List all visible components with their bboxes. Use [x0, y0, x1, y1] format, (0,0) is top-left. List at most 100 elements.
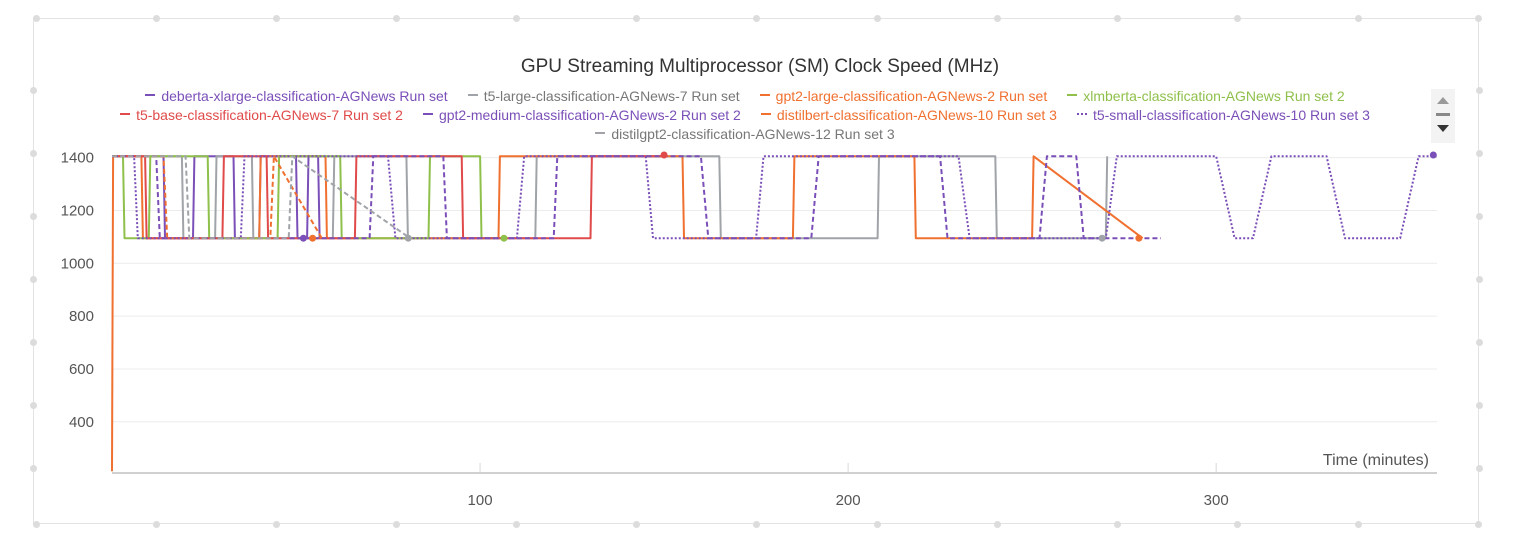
- scroll-up-icon[interactable]: [1437, 97, 1449, 104]
- resize-handle[interactable]: [153, 15, 160, 22]
- resize-handle[interactable]: [753, 15, 760, 22]
- legend-label: distilbert-classification-AGNews-10 Run …: [776, 107, 1057, 123]
- resize-handle[interactable]: [273, 521, 280, 528]
- resize-handle[interactable]: [30, 339, 37, 346]
- legend-item[interactable]: distilgpt2-classification-AGNews-12 Run …: [595, 126, 895, 142]
- grid-lines: [112, 157, 1437, 472]
- resize-handle[interactable]: [393, 15, 400, 22]
- legend-swatch: [595, 132, 606, 135]
- legend-swatch: [467, 94, 478, 97]
- legend-swatch: [120, 113, 131, 116]
- resize-handle[interactable]: [513, 521, 520, 528]
- chart-panel: [33, 18, 1479, 524]
- resize-handle[interactable]: [273, 15, 280, 22]
- resize-handle[interactable]: [994, 521, 1001, 528]
- series-end-marker[interactable]: [1098, 234, 1106, 242]
- legend-swatch: [1067, 94, 1078, 97]
- resize-handle[interactable]: [30, 465, 37, 472]
- resize-handle[interactable]: [33, 15, 40, 22]
- y-tick-label: 1000: [61, 255, 94, 272]
- legend-item[interactable]: xlmberta-classification-AGNews Run set 2: [1067, 88, 1345, 104]
- series-line[interactable]: [112, 155, 1437, 240]
- legend-label: t5-base-classification-AGNews-7 Run set …: [136, 107, 403, 123]
- legend-item[interactable]: gpt2-large-classification-AGNews-2 Run s…: [759, 88, 1048, 104]
- resize-handle[interactable]: [1476, 213, 1483, 220]
- resize-handle[interactable]: [30, 402, 37, 409]
- legend-row: deberta-xlarge-classification-AGNews Run…: [60, 88, 1430, 104]
- legend-row: distilgpt2-classification-AGNews-12 Run …: [60, 126, 1430, 142]
- resize-handle[interactable]: [994, 15, 1001, 22]
- resize-handle[interactable]: [30, 87, 37, 94]
- series-markers: [299, 151, 1437, 242]
- resize-handle[interactable]: [1476, 465, 1483, 472]
- resize-handle[interactable]: [1234, 15, 1241, 22]
- resize-handle[interactable]: [1475, 15, 1482, 22]
- x-tick-label: 300: [1204, 492, 1229, 509]
- scroll-down-icon[interactable]: [1437, 125, 1449, 132]
- resize-handle[interactable]: [1234, 521, 1241, 528]
- legend-item[interactable]: deberta-xlarge-classification-AGNews Run…: [145, 88, 448, 104]
- resize-handle[interactable]: [513, 15, 520, 22]
- series-end-marker[interactable]: [1429, 151, 1437, 159]
- x-tick-label: 100: [468, 492, 493, 509]
- resize-handle[interactable]: [753, 521, 760, 528]
- resize-handle[interactable]: [633, 15, 640, 22]
- resize-handle[interactable]: [30, 150, 37, 157]
- x-tick-label: 200: [836, 492, 861, 509]
- legend-item[interactable]: t5-large-classification-AGNews-7 Run set: [467, 88, 740, 104]
- resize-handle[interactable]: [30, 213, 37, 220]
- chart-title: GPU Streaming Multiprocessor (SM) Clock …: [520, 56, 1000, 77]
- resize-handle[interactable]: [30, 276, 37, 283]
- resize-handle[interactable]: [874, 15, 881, 22]
- legend-label: xlmberta-classification-AGNews Run set 2: [1083, 88, 1345, 104]
- resize-handle[interactable]: [393, 521, 400, 528]
- resize-handle[interactable]: [1355, 521, 1362, 528]
- legend-item[interactable]: t5-base-classification-AGNews-7 Run set …: [120, 107, 403, 123]
- resize-handle[interactable]: [1114, 15, 1121, 22]
- axes: 400 600 800 1000 1200 1400 100 200 300: [61, 150, 1437, 509]
- series-lines: [111, 155, 1437, 472]
- scroll-thumb[interactable]: [1436, 113, 1450, 116]
- resize-handle[interactable]: [1475, 521, 1482, 528]
- series-end-marker[interactable]: [660, 151, 668, 159]
- y-tick-label: 1200: [61, 202, 94, 219]
- legend-label: deberta-xlarge-classification-AGNews Run…: [161, 88, 448, 104]
- legend-swatch: [145, 94, 156, 97]
- resize-handle[interactable]: [1476, 150, 1483, 157]
- legend-scrollbar[interactable]: [1431, 89, 1455, 143]
- series-line[interactable]: [112, 155, 411, 240]
- series-line[interactable]: [111, 155, 1144, 472]
- x-axis-title: Time (minutes): [1323, 452, 1429, 469]
- legend-item[interactable]: t5-small-classification-AGNews-10 Run se…: [1076, 107, 1370, 123]
- legend-label: gpt2-large-classification-AGNews-2 Run s…: [775, 88, 1048, 104]
- legend-swatch: [1076, 113, 1087, 116]
- y-tick-label: 400: [69, 414, 94, 431]
- legend-item[interactable]: distilbert-classification-AGNews-10 Run …: [760, 107, 1057, 123]
- series-end-marker[interactable]: [1135, 234, 1143, 242]
- series-end-marker[interactable]: [404, 234, 412, 242]
- resize-handle[interactable]: [874, 521, 881, 528]
- resize-handle[interactable]: [1476, 276, 1483, 283]
- legend-swatch: [422, 113, 433, 116]
- series-line[interactable]: [112, 155, 1161, 240]
- y-tick-label: 800: [69, 308, 94, 325]
- legend-label: gpt2-medium-classification-AGNews-2 Run …: [438, 107, 741, 123]
- resize-handle[interactable]: [33, 521, 40, 528]
- resize-handle[interactable]: [633, 521, 640, 528]
- legend-row: t5-base-classification-AGNews-7 Run set …: [60, 107, 1430, 123]
- resize-handle[interactable]: [1355, 15, 1362, 22]
- y-tick-label: 600: [69, 361, 94, 378]
- series-end-marker[interactable]: [309, 234, 317, 242]
- resize-handle[interactable]: [1476, 87, 1483, 94]
- legend-swatch: [759, 94, 770, 97]
- resize-handle[interactable]: [1476, 402, 1483, 409]
- legend-label: distilgpt2-classification-AGNews-12 Run …: [611, 126, 895, 142]
- resize-handle[interactable]: [153, 521, 160, 528]
- resize-handle[interactable]: [1476, 339, 1483, 346]
- legend-swatch: [760, 113, 771, 116]
- legend-item[interactable]: gpt2-medium-classification-AGNews-2 Run …: [422, 107, 741, 123]
- series-end-marker[interactable]: [500, 234, 508, 242]
- series-end-marker[interactable]: [299, 234, 307, 242]
- resize-handle[interactable]: [1114, 521, 1121, 528]
